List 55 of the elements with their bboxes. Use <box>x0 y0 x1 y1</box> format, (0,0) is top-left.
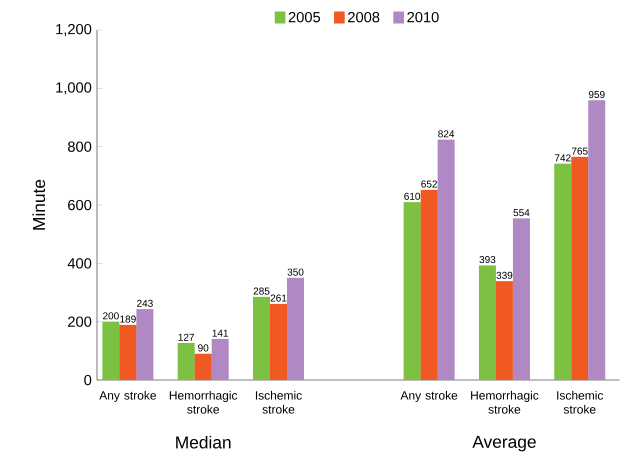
y-tick-label: 800 <box>68 141 92 152</box>
data-label: 90 <box>198 344 208 352</box>
y-tick-label: 200 <box>68 316 92 327</box>
legend-label: 2010 <box>407 12 439 22</box>
bar <box>102 322 120 380</box>
data-label: 652 <box>421 180 437 188</box>
bar <box>194 354 212 380</box>
data-label: 959 <box>588 90 605 98</box>
bar <box>478 265 496 380</box>
data-label: 393 <box>479 256 496 264</box>
bar <box>512 218 530 380</box>
bar <box>212 338 229 380</box>
data-label: 141 <box>212 330 228 337</box>
text: Average <box>472 436 536 452</box>
x-tick-label: Any stroke <box>400 390 458 402</box>
data-label: 742 <box>554 154 571 162</box>
bar <box>178 342 195 380</box>
legend-label: 2008 <box>348 12 380 22</box>
bar <box>119 324 136 380</box>
data-label: 200 <box>103 312 119 320</box>
data-label: 824 <box>438 130 454 138</box>
data-label: 127 <box>178 334 194 341</box>
data-label: 554 <box>513 209 530 216</box>
data-label: 243 <box>137 300 153 307</box>
data-label: 350 <box>288 268 304 276</box>
data-label: 765 <box>572 148 588 155</box>
y-tick-label: 600 <box>68 200 92 210</box>
text: Median <box>176 436 230 449</box>
x-tick-label: Hemorrhagic stroke <box>471 390 538 414</box>
x-tick-label: Ischemic stroke <box>256 390 302 414</box>
data-label: 261 <box>270 294 286 302</box>
bar <box>287 278 304 380</box>
y-axis-title: Minute <box>32 180 46 230</box>
bar <box>270 304 288 380</box>
x-tick-label: Hemorrhagic stroke <box>170 390 238 414</box>
data-label: 189 <box>120 316 136 323</box>
bar <box>438 140 455 380</box>
x-tick-label: Any stroke <box>99 390 156 402</box>
bar <box>420 190 438 380</box>
data-label: 339 <box>496 272 512 279</box>
y-tick-label: 1,000 <box>56 82 92 94</box>
y-tick-label: 1,200 <box>56 24 92 36</box>
y-tick-label: 0 <box>84 374 92 386</box>
legend-label: 2005 <box>288 12 320 22</box>
bar <box>136 309 154 380</box>
y-tick-label: 400 <box>68 258 92 269</box>
bar <box>588 100 606 380</box>
bar <box>253 296 270 380</box>
data-label: 285 <box>254 288 270 295</box>
bar <box>404 202 421 380</box>
bar <box>571 156 588 380</box>
bar <box>496 281 513 380</box>
x-tick-label: Ischemic stroke <box>557 390 604 414</box>
data-label: 610 <box>404 192 420 200</box>
bar <box>554 164 572 380</box>
